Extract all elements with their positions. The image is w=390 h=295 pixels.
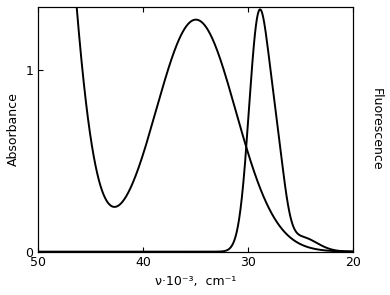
Y-axis label: Absorbance: Absorbance (7, 92, 20, 166)
X-axis label: ν·10⁻³,  cm⁻¹: ν·10⁻³, cm⁻¹ (155, 275, 236, 288)
Y-axis label: Fluorescence: Fluorescence (370, 88, 383, 171)
